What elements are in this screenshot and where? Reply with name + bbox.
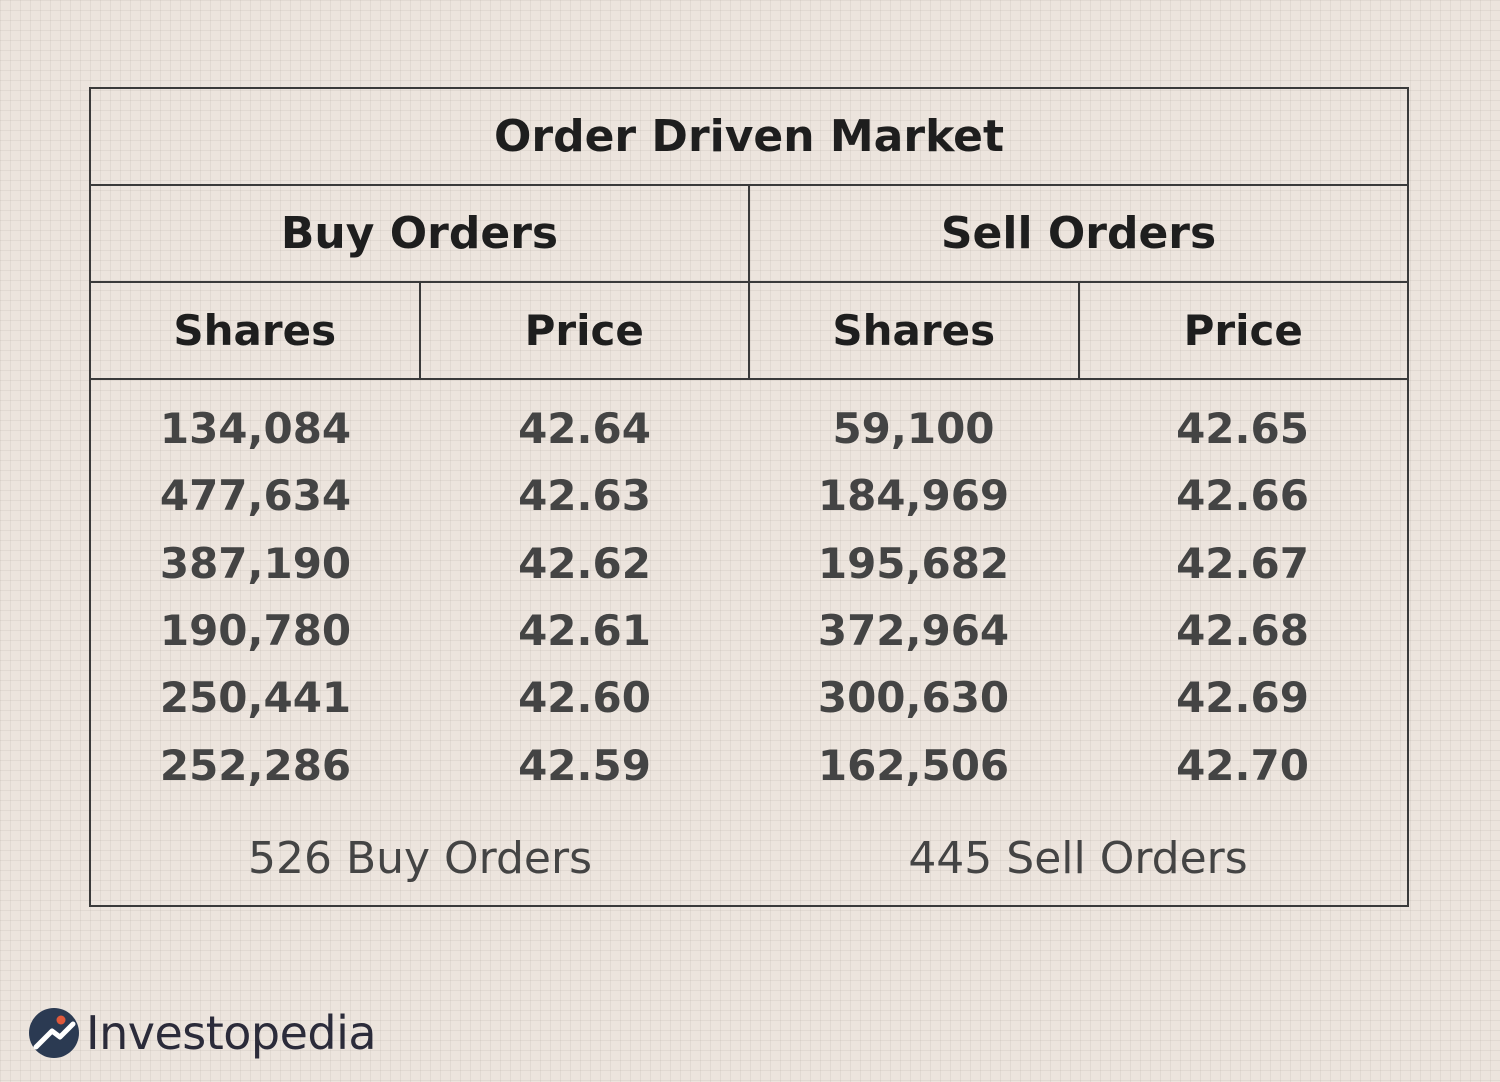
group-header-sell: Sell Orders xyxy=(940,208,1217,259)
group-header-buy: Buy Orders xyxy=(91,186,750,281)
summary-row: 526 Buy Orders 445 Sell Orders xyxy=(91,823,1407,893)
buy-shares-cell: 190,780 xyxy=(159,606,352,656)
table-row: 134,084 42.64 59,100 42.65 xyxy=(91,395,1407,462)
buy-price-cell: 42.60 xyxy=(518,673,651,723)
buy-shares-cell: 252,286 xyxy=(159,740,352,790)
column-header-buy-price: Price xyxy=(421,283,750,378)
sell-shares-cell: 195,682 xyxy=(817,538,1010,588)
buy-orders-count: 526 Buy Orders xyxy=(247,832,593,884)
sell-price-cell: 42.67 xyxy=(1176,538,1309,588)
table-row: 250,441 42.60 300,630 42.69 xyxy=(91,664,1407,731)
investopedia-logo-icon xyxy=(29,1008,79,1058)
buy-shares-cell: 477,634 xyxy=(159,471,352,521)
sell-shares-cell: 59,100 xyxy=(832,404,995,454)
table-row: 190,780 42.61 372,964 42.68 xyxy=(91,597,1407,664)
sell-shares-cell: 162,506 xyxy=(817,740,1010,790)
sell-price-cell: 42.69 xyxy=(1176,673,1309,723)
buy-shares-cell: 250,441 xyxy=(159,673,352,723)
table-row: 387,190 42.62 195,682 42.67 xyxy=(91,530,1407,597)
buy-price-cell: 42.59 xyxy=(518,740,651,790)
buy-shares-cell: 387,190 xyxy=(159,538,352,588)
order-book-table: Order Driven Market Buy Orders Sell Orde… xyxy=(89,87,1409,907)
sell-shares-cell: 300,630 xyxy=(817,673,1010,723)
buy-price-cell: 42.62 xyxy=(518,538,651,588)
buy-shares-cell: 134,084 xyxy=(159,404,352,454)
sell-shares-cell: 372,964 xyxy=(817,606,1010,656)
sell-price-cell: 42.66 xyxy=(1176,471,1309,521)
sell-price-cell: 42.70 xyxy=(1176,740,1309,790)
column-header-sell-shares: Shares xyxy=(750,283,1080,378)
group-header-row: Buy Orders Sell Orders xyxy=(91,186,1407,283)
brand-logo: Investopedia xyxy=(28,1005,377,1061)
brand-name: Investopedia xyxy=(86,1006,377,1060)
buy-price-cell: 42.63 xyxy=(518,471,651,521)
sell-price-cell: 42.68 xyxy=(1176,606,1309,656)
sell-orders-count: 445 Sell Orders xyxy=(908,832,1248,884)
buy-price-cell: 42.64 xyxy=(518,404,651,454)
column-header-row: Shares Price Shares Price xyxy=(91,283,1407,380)
sell-price-cell: 42.65 xyxy=(1176,404,1309,454)
column-header-buy-shares: Shares xyxy=(91,283,421,378)
buy-price-cell: 42.61 xyxy=(518,606,651,656)
sell-shares-cell: 184,969 xyxy=(817,471,1010,521)
table-row: 252,286 42.59 162,506 42.70 xyxy=(91,731,1407,798)
table-title: Order Driven Market xyxy=(91,89,1407,186)
table-row: 477,634 42.63 184,969 42.66 xyxy=(91,462,1407,529)
column-header-sell-price: Price xyxy=(1183,306,1303,355)
table-body: 134,084 42.64 59,100 42.65 477,634 42.63… xyxy=(91,395,1407,815)
